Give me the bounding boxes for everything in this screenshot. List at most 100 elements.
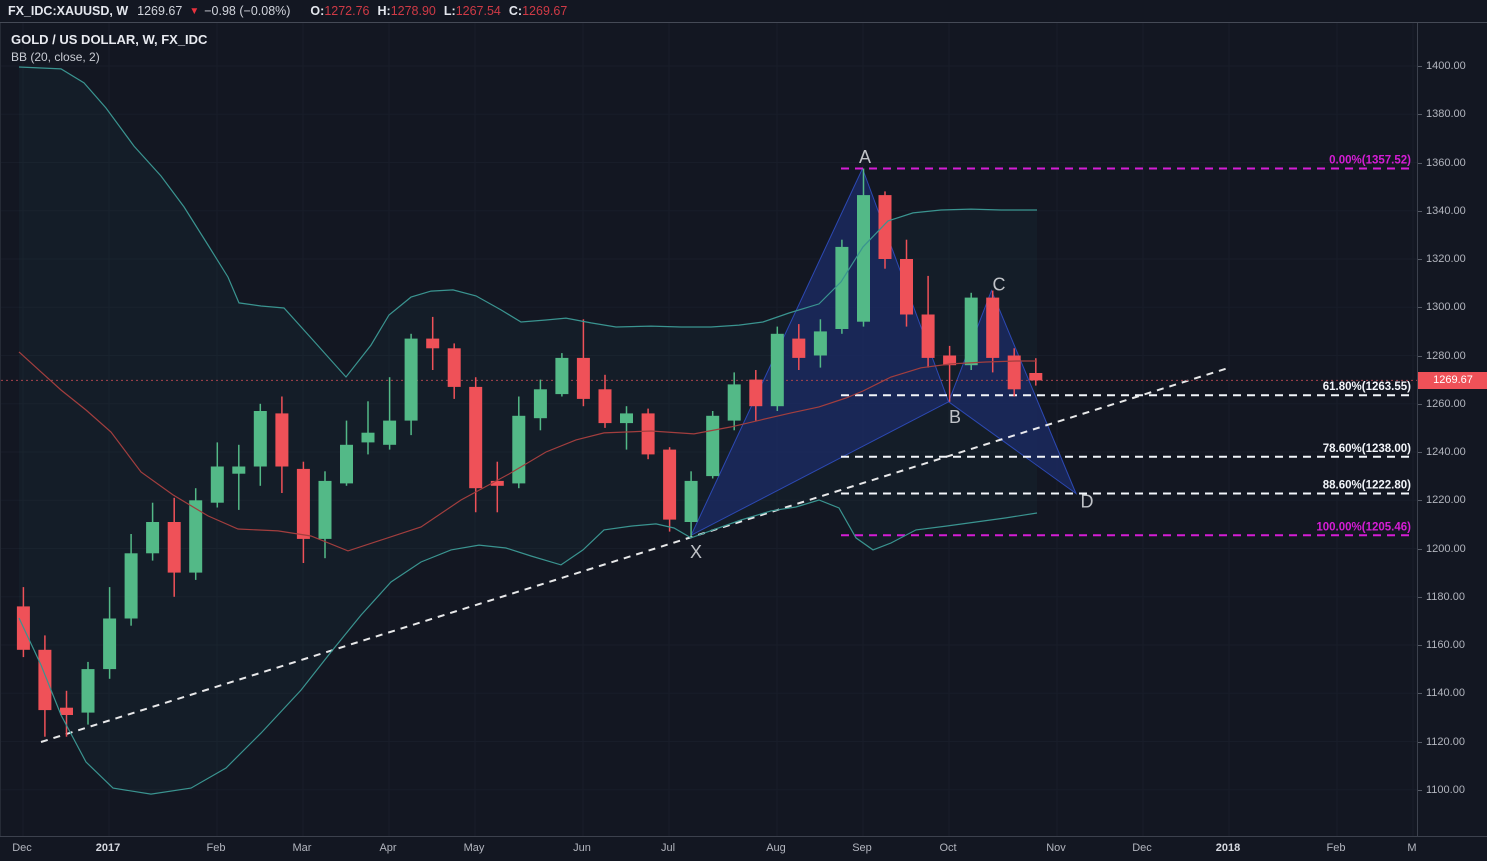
- candle-body[interactable]: [641, 413, 655, 455]
- candle-body[interactable]: [340, 444, 353, 484]
- time-tick-label: 2017: [95, 842, 121, 854]
- candlestick-chart[interactable]: 0.00%(1357.52) 61.80%(1263.55) 78.60%(1238…: [1, 23, 1418, 836]
- candle-body[interactable]: [900, 259, 913, 315]
- time-axis[interactable]: Dec 2017 Feb Mar Apr May Jun Jul Aug Sep Oct Nov Dec…: [0, 836, 1487, 861]
- candle-body[interactable]: [576, 357, 590, 399]
- pattern-point-label-A[interactable]: A: [859, 147, 871, 167]
- bb-basis-line[interactable]: [18, 351, 1037, 552]
- candle-body[interactable]: [1029, 373, 1043, 381]
- candle-body[interactable]: [706, 415, 720, 477]
- candle-body[interactable]: [167, 522, 181, 573]
- candle-body[interactable]: [124, 553, 138, 619]
- time-tick-label: 2018: [1215, 842, 1241, 854]
- price-tick-label: 1240.00: [1426, 446, 1466, 458]
- fib-level-label: 88.60%(1222.80): [1323, 480, 1411, 492]
- time-tick-label: Feb: [206, 842, 226, 854]
- price-tick-mark: [1418, 66, 1422, 67]
- candle-body[interactable]: [81, 669, 95, 713]
- pattern-point-label-X[interactable]: X: [690, 542, 702, 562]
- candle-body[interactable]: [512, 415, 526, 484]
- chart-canvas[interactable]: GOLD / US DOLLAR, W, FX_IDC BB (20, clos…: [0, 23, 1418, 836]
- candle-body[interactable]: [878, 195, 892, 259]
- time-tick-label: Dec: [12, 842, 32, 854]
- fib-level-label: 61.80%(1263.55): [1323, 381, 1411, 393]
- symbol-name[interactable]: FX_IDC:XAUUSD, W: [8, 4, 129, 18]
- candle-body[interactable]: [770, 333, 784, 407]
- candle-body[interactable]: [620, 413, 633, 424]
- price-tick-mark: [1418, 645, 1422, 646]
- price-tick-mark: [1418, 789, 1422, 791]
- candle-body[interactable]: [598, 389, 612, 424]
- candle-body[interactable]: [943, 355, 957, 366]
- time-tick-label: Dec: [1132, 842, 1152, 854]
- candle-body[interactable]: [383, 420, 397, 445]
- price-axis[interactable]: 1400.00 1380.00 1360.00 1340.00 1320.00 1300.…: [1417, 23, 1487, 836]
- candle-body[interactable]: [253, 411, 267, 467]
- price-tick-label: 1200.00: [1426, 542, 1466, 555]
- last-price-tag[interactable]: 1269.67: [1418, 371, 1487, 389]
- price-tick-mark: [1418, 210, 1422, 212]
- close-label: C:: [508, 4, 523, 18]
- price-tick-label: 1320.00: [1426, 253, 1466, 265]
- candle-body[interactable]: [533, 389, 547, 419]
- candle-body[interactable]: [490, 480, 504, 486]
- candle-body[interactable]: [555, 357, 569, 395]
- candle-body[interactable]: [296, 468, 310, 539]
- pattern-point-label-B[interactable]: B: [949, 407, 961, 427]
- candle-body[interactable]: [146, 522, 160, 554]
- time-tick-label: Nov: [1046, 842, 1066, 854]
- candle-body[interactable]: [986, 297, 1000, 358]
- candle-body[interactable]: [727, 384, 741, 421]
- low-label: L:: [443, 4, 456, 18]
- price-tick-label: 1380.00: [1426, 108, 1466, 121]
- candle-body[interactable]: [404, 338, 418, 421]
- candle-body[interactable]: [210, 466, 224, 503]
- bb-upper-line[interactable]: [18, 66, 1037, 378]
- candle-body[interactable]: [792, 338, 806, 358]
- candle-body[interactable]: [749, 379, 763, 407]
- high-value: 1278.90: [390, 4, 436, 18]
- candle-body[interactable]: [426, 338, 440, 349]
- price-tick-label: 1180.00: [1426, 590, 1465, 603]
- chart-title[interactable]: GOLD / US DOLLAR, W, FX_IDC: [11, 32, 208, 47]
- price-tick-mark: [1418, 500, 1422, 502]
- candle-body[interactable]: [232, 466, 246, 474]
- bb-lower-line[interactable]: [18, 499, 1038, 795]
- candle-body[interactable]: [835, 246, 849, 329]
- pattern-point-label-D[interactable]: D: [1081, 492, 1094, 512]
- candle-body[interactable]: [964, 297, 978, 366]
- candle-body[interactable]: [1007, 355, 1021, 390]
- chart-legend: GOLD / US DOLLAR, W, FX_IDC BB (20, clos…: [11, 31, 207, 66]
- price-change: −0.98 (−0.08%): [204, 4, 291, 18]
- fib-level-label: 100.00%(1205.46): [1316, 521, 1411, 533]
- candle-body[interactable]: [663, 449, 677, 520]
- candle-body[interactable]: [469, 386, 483, 489]
- candle-body[interactable]: [361, 432, 375, 443]
- pattern-point-label-C[interactable]: C: [993, 274, 1006, 294]
- high-label: H:: [377, 4, 391, 18]
- down-triangle-icon: ▼: [189, 5, 200, 17]
- candle-body[interactable]: [813, 331, 827, 356]
- time-tick-label: Mar: [292, 842, 312, 854]
- open-value: 1272.76: [324, 4, 370, 18]
- candle-body[interactable]: [103, 618, 117, 670]
- candle-body[interactable]: [857, 195, 870, 322]
- candle-body[interactable]: [447, 348, 461, 387]
- candle-body[interactable]: [684, 480, 698, 522]
- indicator-label[interactable]: BB (20, close, 2): [11, 50, 100, 64]
- time-tick-label: Jul: [660, 842, 676, 854]
- candle-body[interactable]: [318, 480, 332, 539]
- candle-body[interactable]: [60, 707, 73, 715]
- price-tick-mark: [1418, 307, 1422, 309]
- price-tick-mark: [1418, 114, 1422, 116]
- price-tick-label: 1140.00: [1426, 687, 1465, 700]
- candle-body[interactable]: [275, 413, 289, 467]
- bb-band-fill: [19, 67, 1037, 795]
- price-tick-label: 1220.00: [1426, 494, 1466, 507]
- candle-body[interactable]: [921, 314, 935, 358]
- price-tick-mark: [1418, 259, 1422, 260]
- candle-body[interactable]: [38, 649, 52, 711]
- price-tick-mark: [1418, 403, 1422, 405]
- candle-body[interactable]: [189, 500, 203, 573]
- price-tick-mark: [1418, 355, 1422, 357]
